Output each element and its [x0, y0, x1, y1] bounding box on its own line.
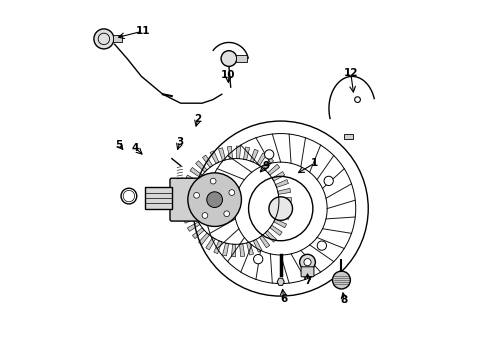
Polygon shape — [186, 175, 198, 184]
Circle shape — [265, 150, 274, 159]
Text: 6: 6 — [280, 294, 287, 303]
Circle shape — [253, 255, 263, 264]
Polygon shape — [181, 202, 194, 206]
Circle shape — [229, 190, 235, 195]
Circle shape — [221, 198, 230, 207]
Polygon shape — [260, 235, 270, 248]
Polygon shape — [206, 237, 216, 250]
Circle shape — [94, 29, 114, 49]
Polygon shape — [265, 231, 276, 242]
Circle shape — [188, 173, 242, 226]
Circle shape — [324, 176, 333, 185]
Polygon shape — [253, 239, 262, 252]
Polygon shape — [240, 244, 245, 257]
Circle shape — [207, 192, 222, 207]
Polygon shape — [268, 164, 280, 175]
Polygon shape — [278, 205, 291, 211]
Bar — [145, 187, 172, 208]
Polygon shape — [181, 192, 194, 198]
Bar — [236, 55, 247, 62]
Circle shape — [269, 197, 293, 220]
Text: 11: 11 — [136, 26, 150, 36]
FancyBboxPatch shape — [301, 267, 314, 277]
Text: 9: 9 — [262, 161, 270, 171]
Polygon shape — [182, 184, 196, 190]
Circle shape — [202, 213, 208, 219]
Polygon shape — [272, 171, 285, 181]
Circle shape — [333, 271, 350, 289]
Polygon shape — [275, 180, 289, 188]
Polygon shape — [274, 219, 287, 228]
Polygon shape — [222, 243, 229, 256]
Polygon shape — [190, 167, 202, 178]
Polygon shape — [250, 149, 258, 162]
Text: 7: 7 — [304, 276, 311, 286]
Polygon shape — [214, 241, 222, 254]
Circle shape — [300, 254, 316, 270]
Polygon shape — [236, 146, 241, 159]
Text: 8: 8 — [341, 295, 348, 305]
Circle shape — [221, 51, 237, 66]
Polygon shape — [196, 161, 207, 172]
Polygon shape — [270, 225, 282, 235]
Circle shape — [224, 211, 229, 217]
Text: 12: 12 — [343, 68, 358, 78]
Polygon shape — [277, 278, 284, 285]
Polygon shape — [219, 148, 225, 161]
Circle shape — [304, 258, 311, 266]
Polygon shape — [198, 233, 209, 245]
Text: 4: 4 — [132, 143, 139, 153]
Polygon shape — [193, 228, 204, 239]
Polygon shape — [278, 188, 291, 194]
Polygon shape — [202, 155, 213, 167]
Polygon shape — [279, 197, 292, 202]
Text: 3: 3 — [176, 137, 184, 147]
Circle shape — [194, 193, 199, 198]
Polygon shape — [246, 242, 254, 255]
Circle shape — [317, 241, 326, 250]
Polygon shape — [231, 244, 236, 257]
Polygon shape — [257, 153, 267, 166]
Bar — [344, 134, 353, 139]
Circle shape — [210, 178, 216, 184]
Polygon shape — [210, 151, 219, 163]
Polygon shape — [244, 147, 250, 160]
Text: 10: 10 — [221, 69, 236, 80]
Polygon shape — [277, 212, 290, 219]
Polygon shape — [227, 146, 233, 159]
Polygon shape — [184, 215, 196, 223]
Polygon shape — [263, 158, 273, 170]
Text: 2: 2 — [194, 114, 201, 124]
Text: 5: 5 — [116, 140, 123, 150]
FancyBboxPatch shape — [170, 178, 217, 221]
Text: 1: 1 — [311, 158, 318, 168]
Bar — [113, 35, 122, 42]
Polygon shape — [187, 222, 200, 231]
Polygon shape — [181, 208, 195, 215]
